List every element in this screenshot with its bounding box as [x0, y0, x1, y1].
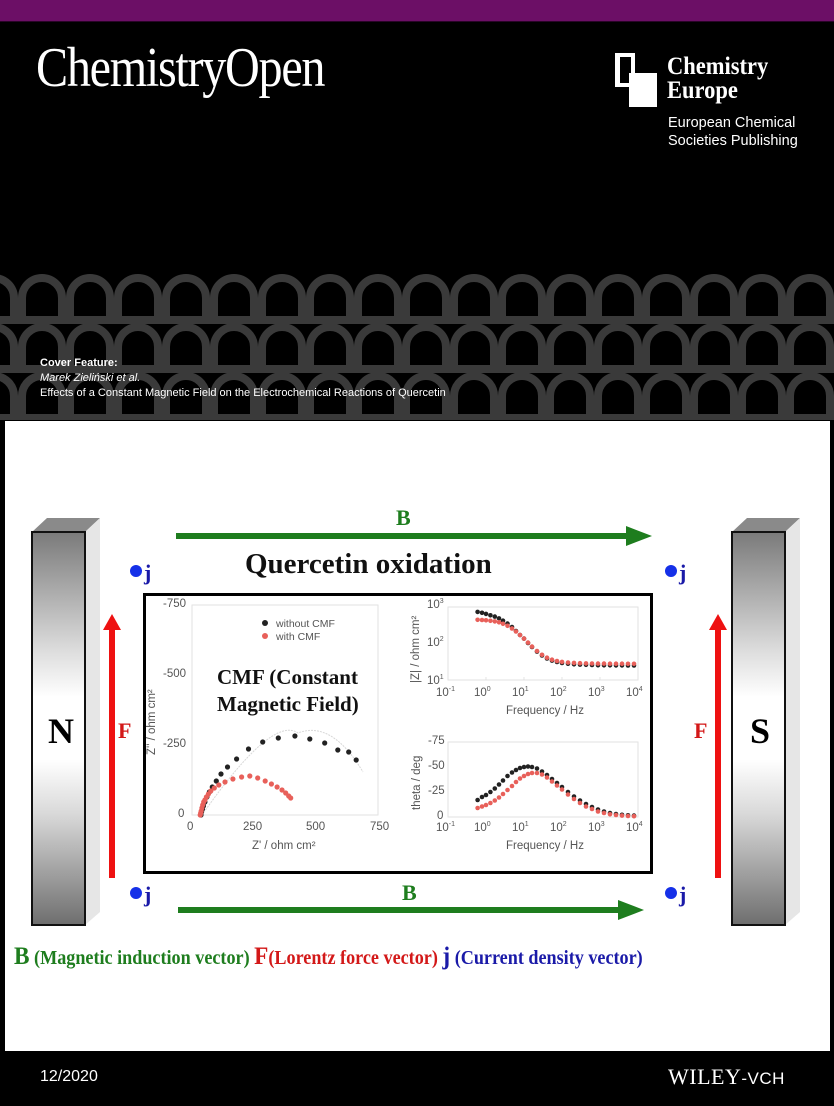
cover-feature-label: Cover Feature:: [40, 357, 118, 369]
nyquist-ylabel: Z'' / ohm cm²: [146, 689, 158, 755]
current-label: j: [679, 882, 687, 907]
publisher-subtitle-line1: European Chemical: [668, 115, 796, 131]
bode-impedance-plot: [447, 606, 639, 681]
publisher-main: WILEY: [668, 1064, 742, 1089]
legend-item-without-cmf: without CMF: [262, 618, 335, 631]
nyquist-xtick: 500: [306, 821, 326, 833]
cmf-annotation: CMF (Constant Magnetic Field): [217, 664, 359, 718]
b-arrow-bottom-label: B: [402, 880, 417, 905]
current-dot-icon: [665, 887, 677, 899]
f-label-right: F: [694, 718, 708, 743]
nyquist-xlabel: Z' / ohm cm²: [252, 840, 316, 852]
charts-frame: [143, 593, 653, 874]
current-dot-icon: [665, 565, 677, 577]
magnet-north: [31, 518, 100, 926]
bode-z-xlabel: Frequency / Hz: [506, 705, 584, 717]
nyquist-ytick: -750: [163, 598, 187, 610]
journal-title: ChemistryOpen: [36, 37, 325, 99]
b-arrow-bottom-icon: [178, 900, 644, 920]
nyquist-ytick: 0: [178, 808, 185, 820]
magnet-south-label: S: [750, 711, 771, 751]
bode-theta-ytick: -25: [428, 785, 445, 797]
current-label: j: [679, 560, 687, 585]
cover-feature-authors: Marek Zieliński et al.: [40, 372, 141, 384]
magnet-north-label: N: [48, 711, 74, 751]
current-label: j: [144, 882, 152, 907]
caption-f-text: (Lorentz force vector): [268, 948, 438, 969]
current-density-marker: j: [130, 882, 151, 908]
publisher-wordmark: WILEY-VCH: [668, 1064, 785, 1090]
b-arrow-top-icon: [176, 526, 652, 546]
bode-theta-ytick: 0: [437, 810, 444, 822]
caption-b-symbol: B: [14, 943, 30, 970]
caption-j-text: (Current density vector): [454, 948, 643, 969]
issue-number: 12/2020: [40, 1068, 98, 1085]
bode-theta-ytick: -50: [428, 760, 445, 772]
legend-marker-icon: [262, 620, 268, 626]
caption-b-text: (Magnetic induction vector): [34, 948, 250, 969]
cmf-annotation-line1: CMF (Constant: [217, 665, 358, 689]
bode-theta-xticks: 10-1 100 101 102 103 104: [436, 821, 643, 834]
nyquist-ytick: -500: [163, 668, 187, 680]
bode-z-ylabel: |Z| / ohm cm²: [410, 615, 422, 683]
f-label-left: F: [118, 718, 132, 743]
nyquist-plot: [191, 604, 379, 818]
publisher-suffix: -VCH: [741, 1069, 785, 1088]
current-density-marker: j: [665, 882, 686, 908]
vector-legend-caption: B (Magnetic induction vector) F(Lorentz …: [14, 943, 643, 971]
current-density-marker: j: [130, 560, 151, 586]
publisher-name-line2: Europe: [667, 77, 738, 104]
nyquist-ytick: -250: [163, 738, 187, 750]
current-density-marker: j: [665, 560, 686, 586]
publisher-logo-name: Chemistry Europe: [667, 53, 769, 104]
nyquist-xtick: 0: [187, 821, 194, 833]
cmf-annotation-line2: Magnetic Field): [217, 692, 359, 716]
bode-z-ytick: 103: [427, 598, 444, 611]
bode-theta-xlabel: Frequency / Hz: [506, 840, 584, 852]
diagram-title: Quercetin oxidation: [245, 548, 492, 580]
cover-feature-info: Cover Feature: Marek Zieliński et al. Ef…: [40, 356, 446, 401]
publisher-logo-subtitle: European Chemical Societies Publishing: [668, 114, 798, 150]
fit-line: [201, 729, 364, 816]
bode-z-ytick: 102: [427, 636, 444, 649]
chemistry-europe-logo-icon: [615, 53, 657, 107]
bode-phase-plot: [447, 741, 639, 819]
series-without-cmf: [198, 733, 359, 818]
bode-z-xticks: 10-1 100 101 102 103 104: [436, 686, 643, 699]
cover-feature-title: Effects of a Constant Magnetic Field on …: [40, 387, 446, 399]
series-with-cmf: [197, 773, 294, 818]
nyquist-xtick: 250: [243, 821, 263, 833]
caption-f-symbol: F: [254, 943, 269, 970]
publisher-name-line1: Chemistry: [667, 53, 769, 80]
caption-j-symbol: j: [442, 943, 451, 970]
current-label: j: [144, 560, 152, 585]
chart-legend: without CMF with CMF: [262, 618, 335, 644]
bode-theta-ytick: -75: [428, 735, 445, 747]
journal-accent-bar: [0, 0, 834, 22]
bode-theta-ylabel: theta / deg: [411, 755, 423, 810]
publisher-subtitle-line2: Societies Publishing: [668, 133, 798, 149]
current-dot-icon: [130, 887, 142, 899]
magnet-south: [731, 518, 800, 926]
legend-item-with-cmf: with CMF: [262, 631, 335, 644]
b-arrow-top-label: B: [396, 505, 411, 530]
current-dot-icon: [130, 565, 142, 577]
legend-marker-icon: [262, 633, 268, 639]
f-arrow-right-icon: [709, 614, 727, 878]
nyquist-xtick: 750: [370, 821, 390, 833]
f-arrow-left-icon: [103, 614, 121, 878]
bode-z-ytick: 101: [427, 674, 444, 687]
